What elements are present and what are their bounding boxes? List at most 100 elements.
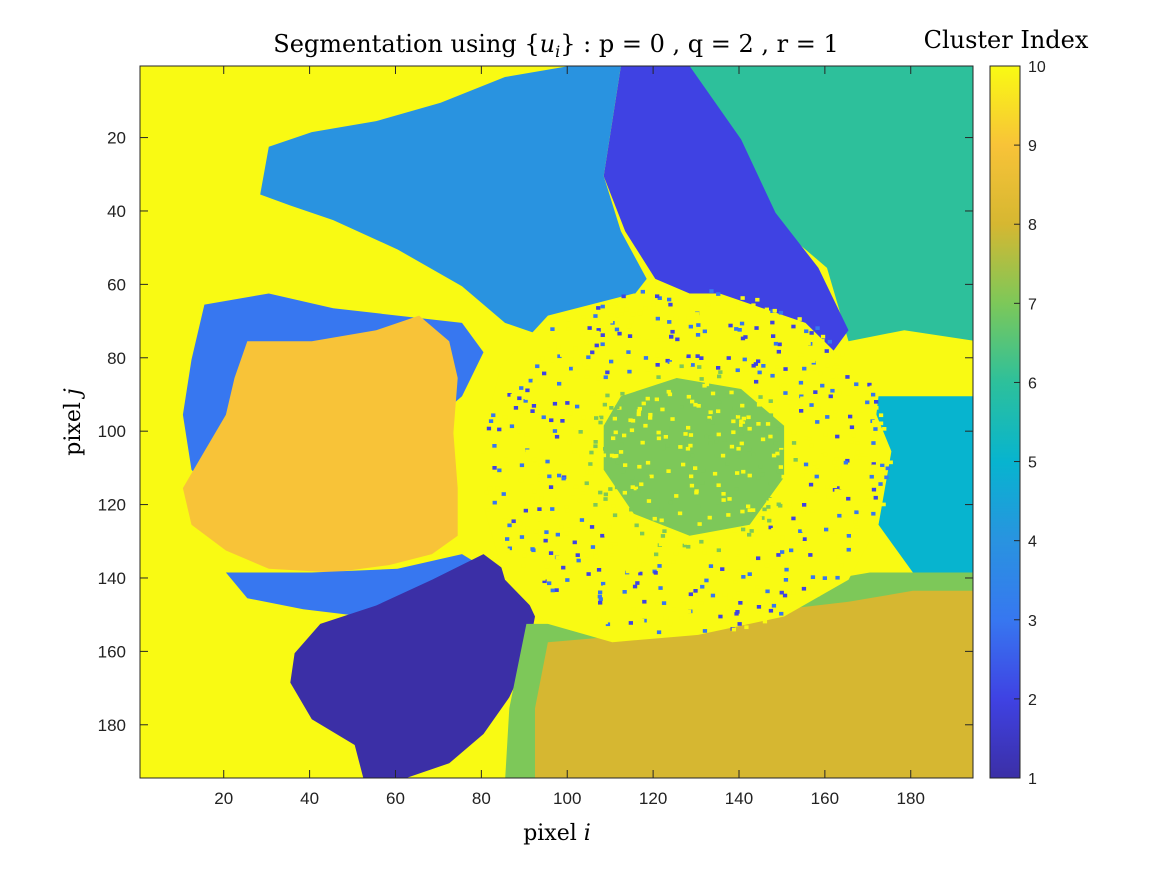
speckle-pixel: [710, 420, 715, 425]
speckle-pixel: [752, 338, 757, 343]
speckle-pixel: [598, 420, 603, 425]
speckle-pixel: [655, 363, 660, 367]
speckle-pixel: [882, 427, 887, 431]
speckle-pixel: [695, 333, 701, 337]
speckle-pixel: [773, 341, 779, 346]
speckle-pixel: [818, 371, 823, 376]
speckle-pixel: [604, 502, 609, 507]
speckle-pixel: [640, 289, 645, 294]
speckle-pixel: [708, 435, 713, 439]
speckle-pixel: [614, 304, 619, 308]
speckle-pixel: [675, 630, 680, 634]
speckle-pixel: [492, 444, 497, 448]
speckle-pixel: [649, 474, 654, 479]
speckle-pixel: [584, 340, 589, 345]
speckle-pixel: [507, 393, 512, 397]
speckle-pixel: [867, 382, 872, 387]
speckle-pixel: [776, 553, 781, 557]
speckle-pixel: [627, 574, 632, 579]
speckle-pixel: [605, 370, 610, 375]
x-tick-label: 60: [386, 789, 405, 808]
speckle-pixel: [608, 544, 613, 549]
speckle-pixel: [772, 344, 777, 349]
speckle-pixel: [530, 496, 535, 501]
speckle-pixel: [503, 419, 508, 423]
speckle-pixel: [519, 463, 525, 468]
speckle-pixel: [684, 541, 689, 545]
speckle-pixel: [739, 441, 744, 446]
speckle-pixel: [801, 528, 806, 532]
speckle-pixel: [574, 543, 579, 548]
speckle-pixel: [756, 332, 762, 337]
speckle-pixel: [869, 465, 874, 469]
y-tick-label: 40: [107, 202, 126, 221]
speckle-pixel: [815, 592, 820, 597]
speckle-pixel: [620, 391, 625, 396]
speckle-pixel: [764, 307, 769, 312]
speckle-pixel: [530, 409, 535, 413]
speckle-pixel: [544, 530, 549, 534]
chart-title-prefix: Segmentation using {: [273, 30, 539, 58]
speckle-pixel: [736, 454, 741, 459]
speckle-pixel: [747, 539, 753, 543]
speckle-pixel: [854, 510, 859, 515]
speckle-pixel: [579, 354, 584, 358]
speckle-pixel: [645, 367, 651, 372]
speckle-pixel: [634, 523, 639, 528]
speckle-pixel: [779, 385, 784, 390]
speckle-pixel: [698, 601, 704, 605]
speckle-pixel: [480, 449, 485, 454]
x-tick-label: 180: [897, 789, 925, 808]
speckle-pixel: [504, 462, 509, 466]
speckle-pixel: [623, 463, 628, 467]
speckle-pixel: [810, 509, 815, 513]
speckle-pixel: [646, 499, 652, 503]
speckle-pixel: [590, 392, 596, 396]
y-tick-label: 100: [98, 422, 126, 441]
speckle-pixel: [611, 436, 616, 441]
speckle-pixel: [696, 404, 701, 408]
speckle-pixel: [844, 418, 849, 422]
speckle-pixel: [502, 415, 508, 419]
speckle-pixel: [880, 463, 885, 468]
speckle-pixel: [768, 399, 773, 403]
speckle-pixel: [552, 429, 558, 433]
speckle-pixel: [765, 422, 771, 426]
speckle-pixel: [724, 393, 729, 398]
speckle-pixel: [739, 321, 745, 326]
speckle-pixel: [833, 355, 839, 359]
speckle-pixel: [686, 609, 692, 614]
speckle-pixel: [640, 619, 645, 623]
speckle-pixel: [551, 567, 556, 572]
speckle-pixel: [828, 394, 833, 399]
speckle-pixel: [756, 359, 761, 364]
speckle-pixel: [684, 457, 689, 462]
speckle-pixel: [773, 315, 778, 320]
speckle-pixel: [535, 515, 540, 520]
colorbar-tick-label: 6: [1028, 375, 1037, 392]
speckle-pixel: [747, 508, 752, 513]
speckle-pixel: [871, 441, 876, 445]
x-tick-label: 80: [472, 789, 491, 808]
speckle-pixel: [839, 563, 844, 568]
speckle-pixel: [552, 537, 557, 542]
speckle-pixel: [768, 525, 773, 530]
speckle-pixel: [566, 317, 571, 322]
speckle-pixel: [686, 316, 691, 320]
speckle-pixel: [781, 383, 787, 388]
speckle-pixel: [741, 469, 746, 474]
speckle-pixel: [654, 397, 659, 402]
speckle-pixel: [776, 502, 781, 507]
speckle-pixel: [833, 376, 838, 381]
speckle-pixel: [613, 430, 618, 435]
speckle-pixel: [520, 446, 525, 451]
speckle-pixel: [837, 477, 843, 482]
speckle-pixel: [690, 376, 695, 380]
speckle-pixel: [704, 382, 710, 387]
speckle-pixel: [741, 416, 746, 421]
speckle-pixel: [754, 379, 759, 384]
speckle-pixel: [653, 571, 658, 575]
speckle-pixel: [725, 605, 730, 610]
speckle-pixel: [728, 323, 733, 328]
speckle-pixel: [740, 336, 746, 341]
